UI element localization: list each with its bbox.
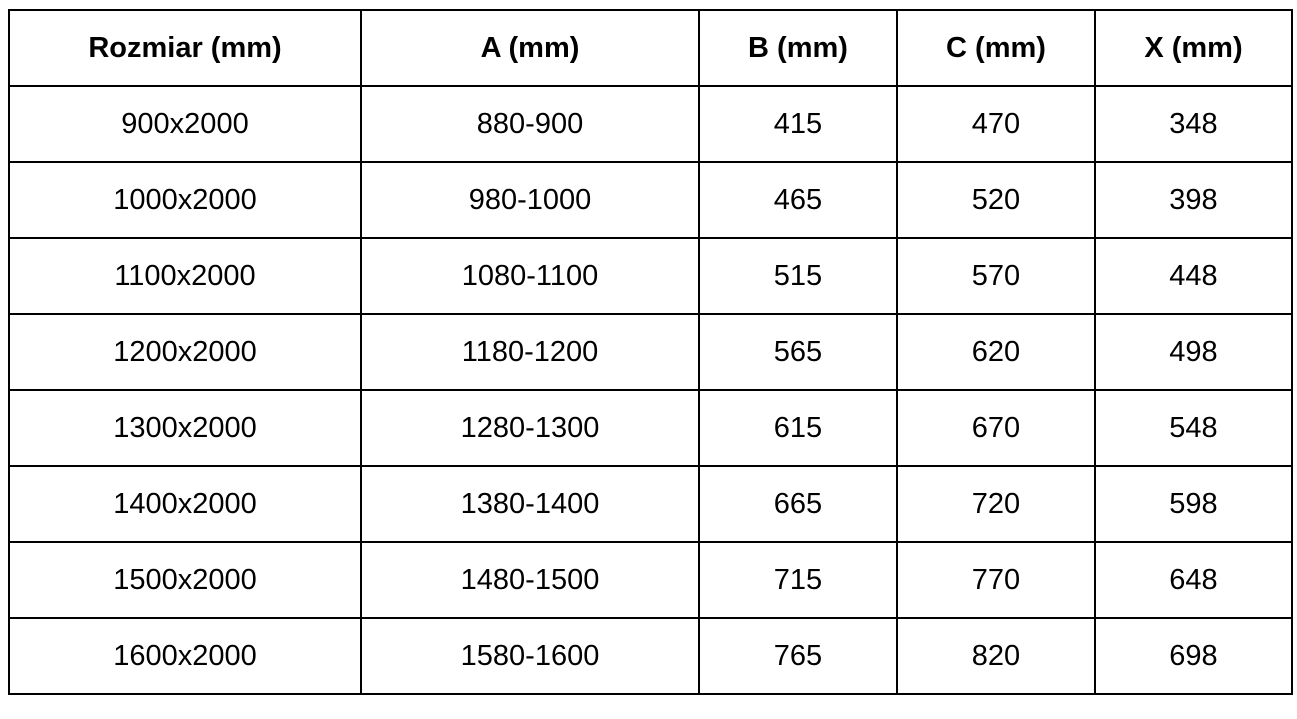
table-cell: 1300x2000: [8, 389, 362, 467]
table-cell: 1580-1600: [360, 617, 700, 695]
table-row: 1500x2000 1480-1500 715 770 648: [8, 541, 1293, 619]
table-cell: 765: [698, 617, 898, 695]
table-cell: 670: [896, 389, 1096, 467]
table-cell: 1380-1400: [360, 465, 700, 543]
column-header: B (mm): [698, 9, 898, 87]
header-row: Rozmiar (mm) A (mm) B (mm) C (mm) X (mm): [8, 9, 1293, 87]
table-cell: 1280-1300: [360, 389, 700, 467]
table-cell: 980-1000: [360, 161, 700, 239]
table-cell: 498: [1094, 313, 1293, 391]
table-cell: 1500x2000: [8, 541, 362, 619]
table-row: 900x2000 880-900 415 470 348: [8, 85, 1293, 163]
column-header: X (mm): [1094, 9, 1293, 87]
table-cell: 620: [896, 313, 1096, 391]
table-cell: 1100x2000: [8, 237, 362, 315]
table-row: 1300x2000 1280-1300 615 670 548: [8, 389, 1293, 467]
table-cell: 1200x2000: [8, 313, 362, 391]
table-cell: 880-900: [360, 85, 700, 163]
table-cell: 398: [1094, 161, 1293, 239]
table-row: 1200x2000 1180-1200 565 620 498: [8, 313, 1293, 391]
table-cell: 565: [698, 313, 898, 391]
table-row: 1600x2000 1580-1600 765 820 698: [8, 617, 1293, 695]
table-cell: 415: [698, 85, 898, 163]
column-header: C (mm): [896, 9, 1096, 87]
table-cell: 448: [1094, 237, 1293, 315]
table-cell: 348: [1094, 85, 1293, 163]
table-cell: 715: [698, 541, 898, 619]
table-cell: 570: [896, 237, 1096, 315]
table-cell: 698: [1094, 617, 1293, 695]
table-cell: 465: [698, 161, 898, 239]
table-cell: 1080-1100: [360, 237, 700, 315]
table-cell: 1400x2000: [8, 465, 362, 543]
table-cell: 1180-1200: [360, 313, 700, 391]
column-header: Rozmiar (mm): [8, 9, 362, 87]
table-cell: 820: [896, 617, 1096, 695]
table-cell: 900x2000: [8, 85, 362, 163]
table-cell: 720: [896, 465, 1096, 543]
column-header: A (mm): [360, 9, 700, 87]
table-cell: 515: [698, 237, 898, 315]
table-cell: 548: [1094, 389, 1293, 467]
table-cell: 615: [698, 389, 898, 467]
table-cell: 1000x2000: [8, 161, 362, 239]
size-table: Rozmiar (mm) A (mm) B (mm) C (mm) X (mm) 900…: [8, 9, 1293, 695]
table-row: 1000x2000 980-1000 465 520 398: [8, 161, 1293, 239]
table-cell: 770: [896, 541, 1096, 619]
table-cell: 470: [896, 85, 1096, 163]
table-cell: 1480-1500: [360, 541, 700, 619]
table-row: 1400x2000 1380-1400 665 720 598: [8, 465, 1293, 543]
table-cell: 1600x2000: [8, 617, 362, 695]
table-row: 1100x2000 1080-1100 515 570 448: [8, 237, 1293, 315]
table-cell: 648: [1094, 541, 1293, 619]
table-cell: 598: [1094, 465, 1293, 543]
table-cell: 520: [896, 161, 1096, 239]
table-cell: 665: [698, 465, 898, 543]
